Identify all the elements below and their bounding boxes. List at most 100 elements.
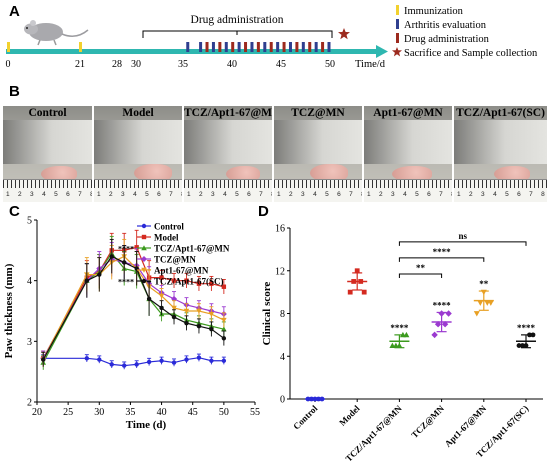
series-line xyxy=(42,246,224,359)
data-point xyxy=(309,396,314,402)
data-point xyxy=(158,293,165,299)
arthritis-evaluation-mark xyxy=(186,42,190,52)
data-point xyxy=(221,284,227,289)
sacrifice-star-icon xyxy=(338,28,350,40)
timeline-tick: 50 xyxy=(325,59,335,70)
data-point xyxy=(221,317,227,323)
data-point xyxy=(480,289,487,296)
data-point xyxy=(159,305,164,311)
timeline-axis-label: Time/d xyxy=(355,59,386,70)
arthritis-evaluation-mark xyxy=(224,42,228,52)
data-point xyxy=(445,310,452,317)
x-tick-label: Model xyxy=(337,403,362,428)
data-point xyxy=(159,358,164,363)
photo-label: TCZ/Apt1-67@MN xyxy=(184,107,272,119)
bracket-line xyxy=(398,273,443,278)
panel-label-b: B xyxy=(9,83,20,100)
immunization-mark xyxy=(79,42,82,52)
data-point xyxy=(221,326,227,332)
legend-label: TCZ/Apt1-67@MN xyxy=(154,244,230,254)
immunization-mark xyxy=(7,42,10,52)
data-point xyxy=(134,245,139,250)
data-point xyxy=(221,358,227,363)
data-point xyxy=(134,362,139,367)
group-0: Control xyxy=(291,396,325,432)
data-point xyxy=(184,320,189,326)
significance-label: **** xyxy=(517,323,536,333)
timeline-tick: 21 xyxy=(75,59,85,70)
arthritis-evaluation-mark xyxy=(199,42,203,52)
drug-administration-mark xyxy=(282,42,286,52)
arthritis-evaluation-mark xyxy=(288,42,292,52)
data-point xyxy=(196,308,202,314)
data-point xyxy=(473,311,480,317)
data-point xyxy=(347,289,353,295)
data-point xyxy=(319,396,325,402)
photo-control: 1 2 3 4 5 6 7 8 Control xyxy=(3,106,92,202)
x-tick-label: 35 xyxy=(125,407,135,418)
drug-administration-mark xyxy=(295,42,299,52)
data-point xyxy=(171,278,177,283)
legend-significance: **** xyxy=(118,245,134,254)
y-tick-label: 3 xyxy=(27,337,32,348)
photo-tcz-apt1-67-mn: 1 2 3 4 5 6 7 8 TCZ/Apt1-67@MN xyxy=(184,106,272,202)
data-point xyxy=(441,320,449,328)
svg-text:Arthritis evaluation: Arthritis evaluation xyxy=(404,20,487,31)
data-point xyxy=(530,332,536,338)
drug-administration-mark xyxy=(256,42,260,52)
arthritis-evaluation-mark xyxy=(211,42,215,52)
photo-model: 1 2 3 4 5 6 7 8 Model xyxy=(94,106,182,202)
data-point xyxy=(122,260,127,265)
data-point xyxy=(403,331,410,338)
legend-label: Apt1-67@MN xyxy=(154,266,209,276)
legend-label: TCZ@MN xyxy=(154,255,196,265)
x-tick-label: 40 xyxy=(157,407,167,418)
y-axis-label: Paw thickness (mm) xyxy=(3,263,15,358)
data-point xyxy=(146,359,152,365)
timeline-tick: 0 xyxy=(6,59,11,70)
series-0 xyxy=(41,353,227,370)
legend-label: Control xyxy=(154,222,184,232)
legend-label: TCZ/Apt1-67(SC) xyxy=(154,277,224,287)
data-point xyxy=(312,396,318,402)
data-point xyxy=(351,279,357,284)
x-axis-label: Time (d) xyxy=(126,419,167,431)
data-point xyxy=(184,278,189,283)
data-point xyxy=(196,281,202,286)
timeline-figure: Drug administration 0 21 28 30 35 40 45 … xyxy=(6,5,538,70)
timeline-legend: Immunization Arthritis evaluation Drug a… xyxy=(392,5,538,59)
legend-significance: **** xyxy=(118,278,134,287)
y-tick-label: 2 xyxy=(27,398,32,409)
x-tick-label: 25 xyxy=(63,407,73,418)
data-point xyxy=(171,305,177,311)
legend-marker xyxy=(141,223,147,229)
bracket-label: ** xyxy=(416,263,426,273)
x-tick-label: TCZ@MN xyxy=(409,403,446,440)
data-point xyxy=(316,396,321,402)
data-point xyxy=(171,360,177,365)
arthritis-evaluation-mark xyxy=(327,42,331,52)
arthritis-evaluation-mark xyxy=(250,42,254,52)
data-point xyxy=(431,331,438,339)
timeline-tick: 28 xyxy=(112,59,122,70)
photo-label: Control xyxy=(28,107,67,119)
bracket-line xyxy=(398,241,527,246)
photo-label: Model xyxy=(122,107,154,119)
bracket-label: **** xyxy=(433,247,452,257)
panel-label-c: C xyxy=(9,203,20,220)
svg-text:Immunization: Immunization xyxy=(404,6,464,17)
photo-tcz-apt1-67-sc: 1 2 3 4 5 6 7 8 TCZ/Apt1-67(SC) xyxy=(454,106,547,202)
drug-administration-mark xyxy=(218,42,222,52)
group-2: ****TCZ/Apt1-67@MN xyxy=(343,323,410,461)
arthritis-evaluation-mark xyxy=(237,42,241,52)
y-axis-label: Clinical score xyxy=(261,282,273,346)
timeline-arrowhead xyxy=(376,45,388,58)
y-tick-label: 4 xyxy=(280,352,285,363)
x-tick-label: Control xyxy=(291,403,320,432)
timeline-tick: 45 xyxy=(276,59,286,70)
comparison-bracket: **** xyxy=(398,247,485,262)
panel-label-d: D xyxy=(258,203,269,220)
svg-text:Sacrifice and Sample collectio: Sacrifice and Sample collection xyxy=(404,48,538,59)
arthritis-evaluation-mark xyxy=(301,42,305,52)
